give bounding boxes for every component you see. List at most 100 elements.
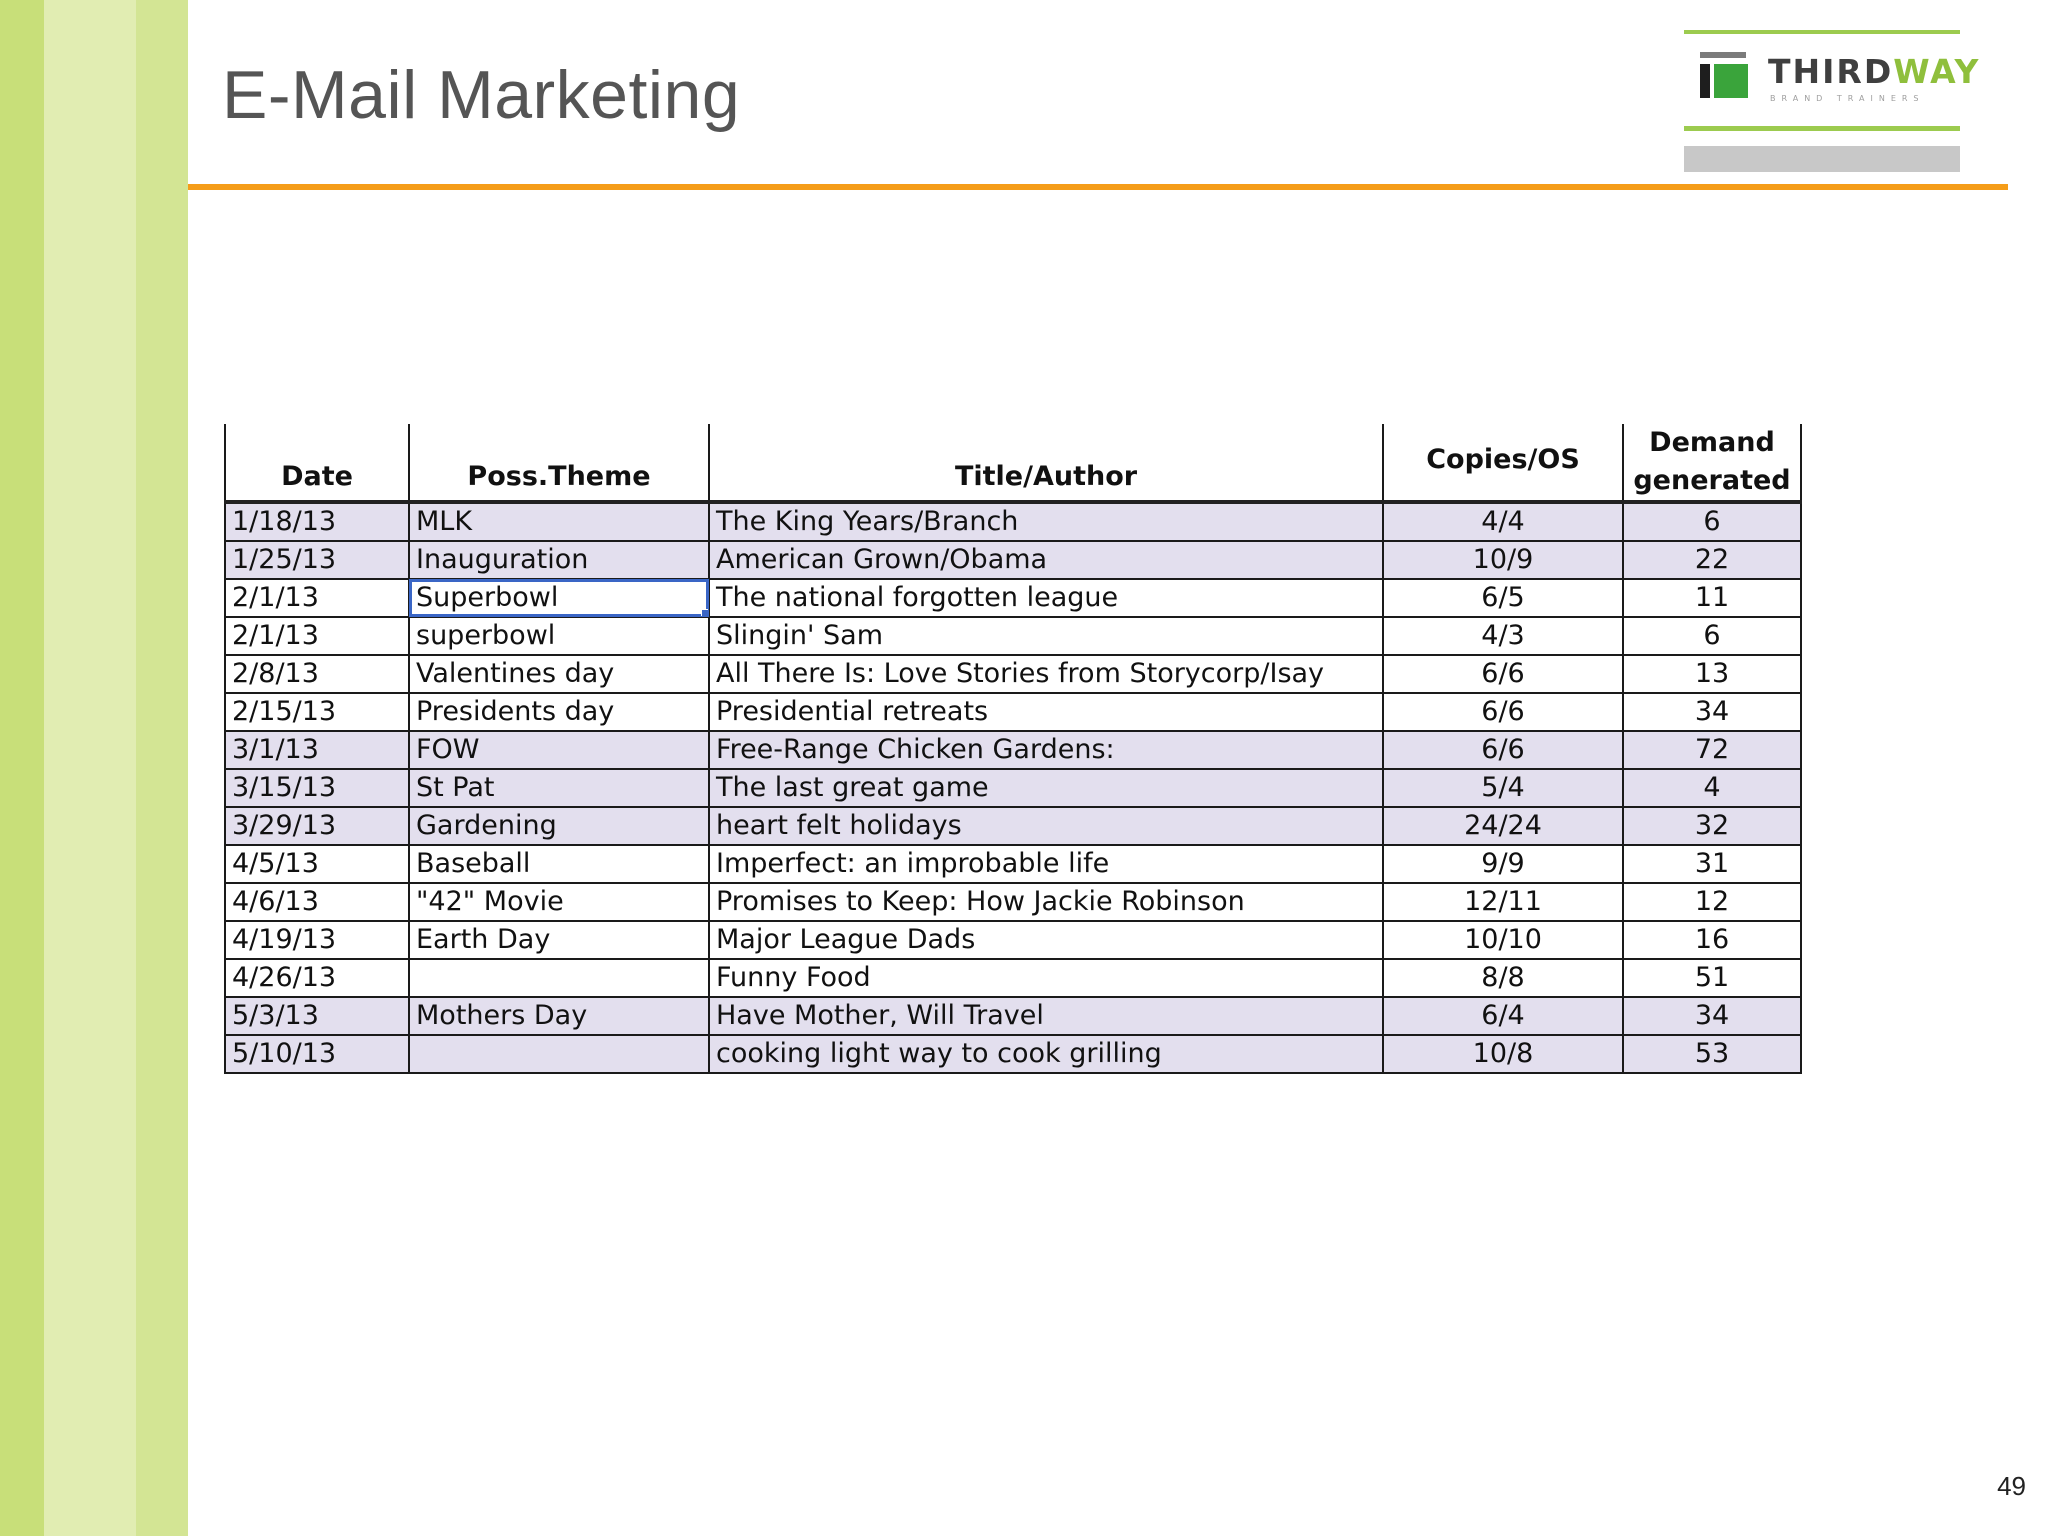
cell-title-author[interactable]: Imperfect: an improbable life — [708, 844, 1384, 884]
table-row: 4/6/13 "42" Movie Promises to Keep: How Ja… — [224, 882, 1802, 922]
cell-title-author[interactable]: Promises to Keep: How Jackie Robinson — [708, 882, 1384, 922]
cell-theme[interactable]: Baseball — [408, 844, 710, 884]
slide-title: E-Mail Marketing — [222, 57, 741, 133]
cell-title-author[interactable]: cooking light way to cook grilling — [708, 1034, 1384, 1074]
cell-copies[interactable]: 5/4 — [1382, 768, 1624, 808]
cell-date[interactable]: 1/25/13 — [224, 540, 410, 580]
cell-demand[interactable]: 12 — [1622, 882, 1802, 922]
cell-theme[interactable] — [408, 958, 710, 998]
cell-copies[interactable]: 24/24 — [1382, 806, 1624, 846]
cell-date[interactable]: 2/8/13 — [224, 654, 410, 694]
page-number: 49 — [1997, 1471, 2026, 1501]
cell-demand[interactable]: 53 — [1622, 1034, 1802, 1074]
cell-demand[interactable]: 6 — [1622, 616, 1802, 656]
cell-date[interactable]: 1/18/13 — [224, 501, 410, 542]
cell-date[interactable]: 3/15/13 — [224, 768, 410, 808]
cell-demand[interactable]: 22 — [1622, 540, 1802, 580]
fill-handle[interactable] — [701, 609, 707, 615]
cell-date[interactable]: 3/29/13 — [224, 806, 410, 846]
cell-copies[interactable]: 4/3 — [1382, 616, 1624, 656]
cell-demand[interactable]: 4 — [1622, 768, 1802, 808]
cell-title-author[interactable]: American Grown/Obama — [708, 540, 1384, 580]
table-row: 1/25/13 Inauguration American Grown/Obama 1… — [224, 540, 1802, 580]
cell-title-author[interactable]: Free-Range Chicken Gardens: — [708, 730, 1384, 770]
cell-theme-selected[interactable]: Superbowl — [408, 578, 710, 618]
cell-date[interactable]: 5/10/13 — [224, 1034, 410, 1074]
cell-theme[interactable]: Valentines day — [408, 654, 710, 694]
cell-copies[interactable]: 6/6 — [1382, 654, 1624, 694]
cell-copies[interactable]: 6/5 — [1382, 578, 1624, 618]
cell-demand[interactable]: 16 — [1622, 920, 1802, 960]
table-row: 4/19/13 Earth Day Major League Dads 10/10 16 — [224, 920, 1802, 960]
cell-title-author[interactable]: Presidential retreats — [708, 692, 1384, 732]
logo-bottom-line — [1684, 126, 1960, 131]
thirdway-logo: THIRDWAY BRAND TRAINERS — [1684, 30, 1978, 172]
table-row: 3/1/13 FOW Free-Range Chicken Gardens: 6/6… — [224, 730, 1802, 770]
header-title-author: Title/Author — [708, 424, 1384, 504]
table-body: 1/18/13 MLK The King Years/Branch 4/4 6 1/25/… — [224, 501, 1802, 1074]
cell-date[interactable]: 5/3/13 — [224, 996, 410, 1036]
cell-demand[interactable]: 31 — [1622, 844, 1802, 884]
cell-date[interactable]: 2/1/13 — [224, 616, 410, 656]
cell-title-author[interactable]: Slingin' Sam — [708, 616, 1384, 656]
table-row: 1/18/13 MLK The King Years/Branch 4/4 6 — [224, 501, 1802, 542]
cell-title-author[interactable]: Funny Food — [708, 958, 1384, 998]
cell-theme[interactable]: St Pat — [408, 768, 710, 808]
cell-demand[interactable]: 72 — [1622, 730, 1802, 770]
cell-copies[interactable]: 10/9 — [1382, 540, 1624, 580]
cell-date[interactable]: 3/1/13 — [224, 730, 410, 770]
cell-date[interactable]: 4/5/13 — [224, 844, 410, 884]
cell-demand[interactable]: 34 — [1622, 996, 1802, 1036]
header-copies: Copies/OS — [1382, 424, 1624, 504]
cell-copies[interactable]: 9/9 — [1382, 844, 1624, 884]
cell-demand[interactable]: 13 — [1622, 654, 1802, 694]
cell-theme[interactable]: Gardening — [408, 806, 710, 846]
cell-theme[interactable]: Earth Day — [408, 920, 710, 960]
cell-theme[interactable]: FOW — [408, 730, 710, 770]
table-row: 5/3/13 Mothers Day Have Mother, Will Trave… — [224, 996, 1802, 1036]
table-row: 2/1/13 superbowl Slingin' Sam 4/3 6 — [224, 616, 1802, 656]
cell-demand[interactable]: 32 — [1622, 806, 1802, 846]
cell-copies[interactable]: 6/6 — [1382, 692, 1624, 732]
table-row: 4/26/13 Funny Food 8/8 51 — [224, 958, 1802, 998]
header-theme: Poss.Theme — [408, 424, 710, 504]
cell-date[interactable]: 4/19/13 — [224, 920, 410, 960]
logo-mark-icon — [1696, 52, 1754, 100]
cell-theme[interactable] — [408, 1034, 710, 1074]
cell-title-author[interactable]: heart felt holidays — [708, 806, 1384, 846]
cell-theme[interactable]: superbowl — [408, 616, 710, 656]
cell-theme[interactable]: MLK — [408, 501, 710, 542]
cell-copies[interactable]: 6/4 — [1382, 996, 1624, 1036]
cell-copies[interactable]: 12/11 — [1382, 882, 1624, 922]
cell-date[interactable]: 2/1/13 — [224, 578, 410, 618]
logo-brand: THIRDWAY — [1768, 52, 1980, 91]
cell-demand[interactable]: 11 — [1622, 578, 1802, 618]
cell-title-author[interactable]: The King Years/Branch — [708, 501, 1384, 542]
table-row: 2/8/13 Valentines day All There Is: Love S… — [224, 654, 1802, 694]
cell-date[interactable]: 4/26/13 — [224, 958, 410, 998]
cell-date[interactable]: 2/15/13 — [224, 692, 410, 732]
table-header-row: Date Poss.Theme Title/Author Copies/OS D… — [224, 424, 1802, 504]
cell-title-author[interactable]: The national forgotten league — [708, 578, 1384, 618]
cell-copies[interactable]: 4/4 — [1382, 501, 1624, 542]
cell-demand[interactable]: 51 — [1622, 958, 1802, 998]
title-underline — [188, 184, 2008, 190]
cell-demand[interactable]: 6 — [1622, 501, 1802, 542]
cell-title-author[interactable]: Have Mother, Will Travel — [708, 996, 1384, 1036]
cell-title-author[interactable]: Major League Dads — [708, 920, 1384, 960]
table-row: 5/10/13 cooking light way to cook grillin… — [224, 1034, 1802, 1074]
cell-date[interactable]: 4/6/13 — [224, 882, 410, 922]
cell-theme[interactable]: Mothers Day — [408, 996, 710, 1036]
cell-theme[interactable]: Presidents day — [408, 692, 710, 732]
cell-demand[interactable]: 34 — [1622, 692, 1802, 732]
cell-title-author[interactable]: All There Is: Love Stories from Storycor… — [708, 654, 1384, 694]
cell-copies[interactable]: 10/10 — [1382, 920, 1624, 960]
cell-copies[interactable]: 10/8 — [1382, 1034, 1624, 1074]
email-marketing-table: Date Poss.Theme Title/Author Copies/OS D… — [224, 424, 1802, 1074]
cell-copies[interactable]: 6/6 — [1382, 730, 1624, 770]
table-row: 2/1/13 Superbowl The national forgotten le… — [224, 578, 1802, 618]
cell-title-author[interactable]: The last great game — [708, 768, 1384, 808]
cell-theme[interactable]: "42" Movie — [408, 882, 710, 922]
cell-copies[interactable]: 8/8 — [1382, 958, 1624, 998]
cell-theme[interactable]: Inauguration — [408, 540, 710, 580]
